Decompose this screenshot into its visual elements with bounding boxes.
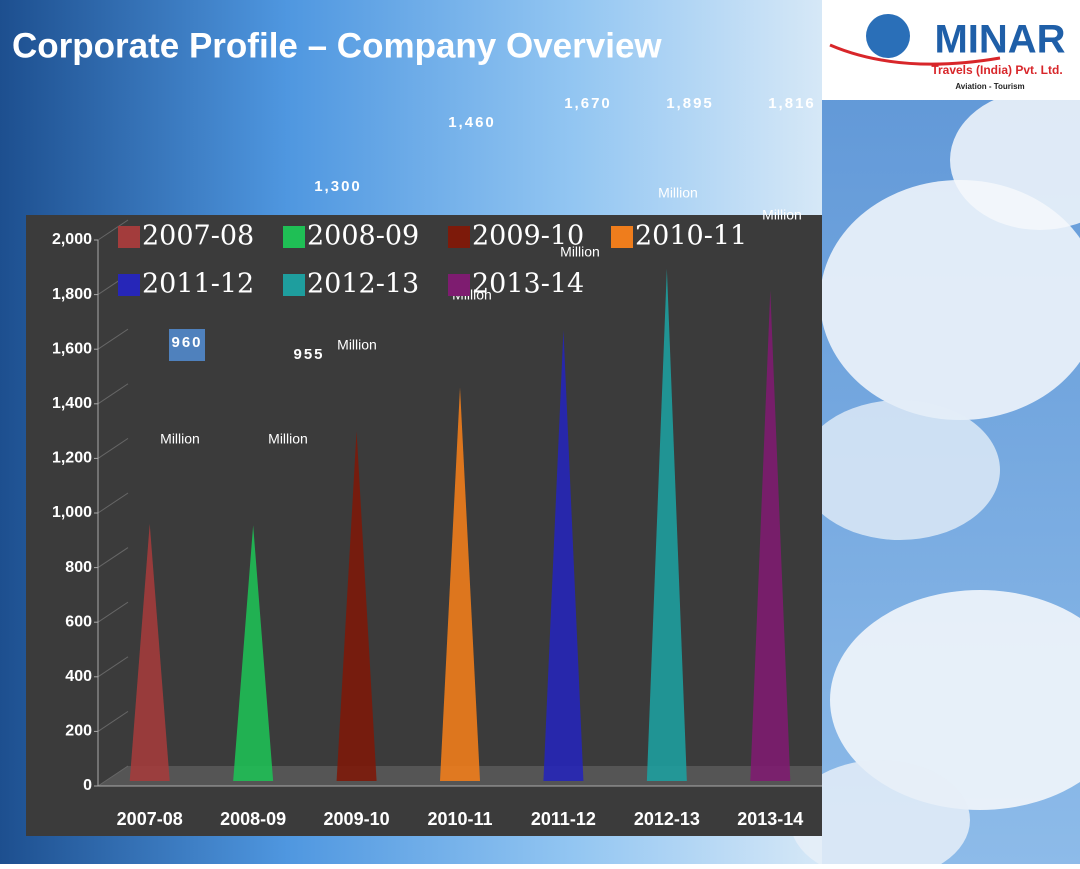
sky-panel [790,0,1080,869]
grid-line [97,710,129,732]
legend-swatch [283,274,305,296]
legend-label: 2009-10 [472,221,584,252]
data-label: 1,460 [448,114,496,131]
grid-line [97,656,129,678]
legend-label: 2007-08 [142,221,254,252]
legend-swatch [611,226,633,248]
label-box [169,329,205,361]
y-tick-label: 200 [65,723,92,740]
bar [233,525,274,781]
unit-label: Million [268,431,308,447]
x-tick-label: 2007-08 [117,809,183,829]
bar [440,387,480,781]
bar [129,523,170,781]
grid-line [97,547,129,569]
y-tick-label: 1,800 [52,286,92,303]
data-label: 1,816 [768,95,816,112]
x-tick-label: 2009-10 [324,809,390,829]
y-tick-label: 0 [83,777,92,794]
y-tick-label: 2,000 [52,231,92,248]
slide-title: Corporate Profile – Company Overview [12,26,662,65]
bar [543,330,584,781]
y-tick-label: 1,000 [52,504,92,521]
bar [646,268,687,781]
logo-brand: MINAR [934,18,1065,62]
data-label: 1,670 [564,95,612,112]
legend-swatch [448,226,470,248]
unit-label: Million [560,244,600,260]
data-label: 955 [293,346,324,363]
grid-line [97,437,129,459]
unit-label: Million [160,431,200,447]
data-label: 960 [171,334,202,351]
legend-label: 2012-13 [307,269,419,300]
legend-swatch [118,226,140,248]
x-tick-label: 2011-12 [531,809,596,829]
legend-label: 2008-09 [307,221,419,252]
bar [750,290,791,781]
unit-label: Million [337,337,377,353]
legend-label: 2013-14 [472,269,584,300]
legend-swatch [118,274,140,296]
grid-line [97,765,129,787]
y-tick-label: 1,400 [52,395,92,412]
logo: MINAR Travels (India) Pvt. Ltd. Aviation… [829,14,1066,91]
x-tick-label: 2010-11 [427,809,492,829]
y-tick-label: 1,200 [52,450,92,467]
grid-line [97,601,129,623]
data-label: 1,895 [666,95,714,112]
data-label: 1,300 [314,178,362,195]
legend-swatch [283,226,305,248]
legend-label: 2010-11 [635,221,747,252]
unit-label: Million [658,185,698,201]
bar [336,431,377,781]
y-tick-label: 400 [65,668,92,685]
grid-line [97,328,129,350]
x-tick-label: 2012-13 [634,809,700,829]
grid-line [97,219,129,241]
y-tick-label: 800 [65,559,92,576]
legend-swatch [448,274,470,296]
logo-tagline: Aviation - Tourism [955,82,1024,91]
logo-company: Travels (India) Pvt. Ltd. [931,63,1062,77]
y-tick-label: 1,600 [52,340,92,357]
y-tick-label: 600 [65,613,92,630]
unit-label: Million [762,207,802,223]
grid-line [97,492,129,514]
x-tick-label: 2013-14 [737,809,803,829]
legend-label: 2011-12 [142,269,254,300]
x-tick-label: 2008-09 [220,809,286,829]
grid-line [97,383,129,405]
